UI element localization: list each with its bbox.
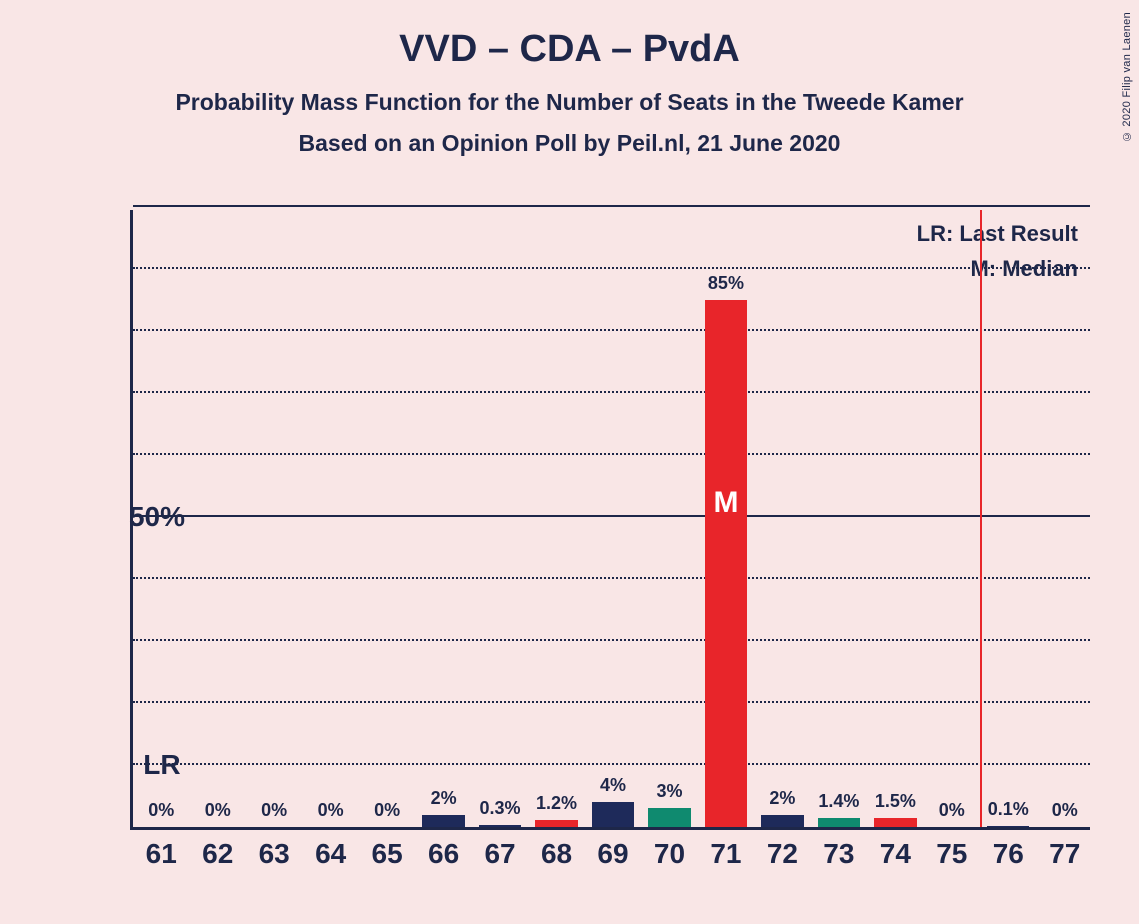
bar-value-label: 0% <box>190 800 246 821</box>
chart-area: LR: Last Result M: Median 50%0%610%620%6… <box>60 210 1100 910</box>
x-axis-tick-label: 64 <box>303 838 359 870</box>
plot-area: LR: Last Result M: Median 50%0%610%620%6… <box>130 210 1090 830</box>
copyright-text: © 2020 Filip van Laenen <box>1121 12 1133 142</box>
x-axis-tick-label: 61 <box>133 838 189 870</box>
majority-threshold-line <box>980 210 982 827</box>
gridline-minor <box>133 391 1090 393</box>
bar-value-label: 3% <box>641 781 697 802</box>
chart-subtitle-2: Based on an Opinion Poll by Peil.nl, 21 … <box>0 130 1139 157</box>
bar-value-label: 1.2% <box>529 793 585 814</box>
last-result-marker: LR <box>143 749 180 781</box>
bar-value-label: 4% <box>585 775 641 796</box>
x-axis-tick-label: 66 <box>416 838 472 870</box>
legend: LR: Last Result M: Median <box>917 216 1078 286</box>
x-axis-tick-label: 76 <box>980 838 1036 870</box>
bar <box>479 825 521 827</box>
bar-value-label: 1.4% <box>811 791 867 812</box>
bar <box>422 815 464 827</box>
gridline-minor <box>133 763 1090 765</box>
x-axis-tick-label: 71 <box>698 838 754 870</box>
bar <box>592 802 634 827</box>
chart-title: VVD – CDA – PvdA <box>0 0 1139 71</box>
x-axis-tick-label: 63 <box>246 838 302 870</box>
bar <box>818 818 860 827</box>
x-axis-tick-label: 74 <box>867 838 923 870</box>
x-axis-tick-label: 75 <box>924 838 980 870</box>
bar-value-label: 1.5% <box>867 791 923 812</box>
x-axis-tick-label: 72 <box>754 838 810 870</box>
y-axis-tick-label: 50% <box>65 501 185 533</box>
x-axis-tick-label: 65 <box>359 838 415 870</box>
x-axis-tick-label: 69 <box>585 838 641 870</box>
bar-value-label: 0% <box>246 800 302 821</box>
bar-value-label: 0.1% <box>980 799 1036 820</box>
bar-value-label: 0% <box>303 800 359 821</box>
x-axis-tick-label: 70 <box>641 838 697 870</box>
bar-value-label: 0% <box>133 800 189 821</box>
gridline-minor <box>133 639 1090 641</box>
bar-value-label: 0% <box>359 800 415 821</box>
bar <box>648 808 690 827</box>
bar-value-label: 2% <box>754 788 810 809</box>
bar-value-label: 2% <box>416 788 472 809</box>
x-axis-tick-label: 62 <box>190 838 246 870</box>
bar <box>705 300 747 827</box>
bar-value-label: 0% <box>924 800 980 821</box>
x-axis-tick-label: 68 <box>529 838 585 870</box>
bar-value-label: 0% <box>1037 800 1093 821</box>
median-marker: M <box>713 486 738 520</box>
gridline-minor <box>133 577 1090 579</box>
bar <box>535 820 577 827</box>
gridline-major <box>133 515 1090 517</box>
bar <box>987 826 1029 827</box>
gridline-minor <box>133 267 1090 269</box>
legend-lr: LR: Last Result <box>917 216 1078 251</box>
bar <box>874 818 916 827</box>
gridline-minor <box>133 701 1090 703</box>
chart-subtitle-1: Probability Mass Function for the Number… <box>0 89 1139 116</box>
bar-value-label: 0.3% <box>472 798 528 819</box>
gridline-minor <box>133 453 1090 455</box>
x-axis-tick-label: 67 <box>472 838 528 870</box>
bar-value-label: 85% <box>698 273 754 294</box>
gridline-minor <box>133 329 1090 331</box>
x-axis-tick-label: 77 <box>1037 838 1093 870</box>
x-axis-tick-label: 73 <box>811 838 867 870</box>
bar <box>761 815 803 827</box>
gridline-major <box>133 205 1090 207</box>
